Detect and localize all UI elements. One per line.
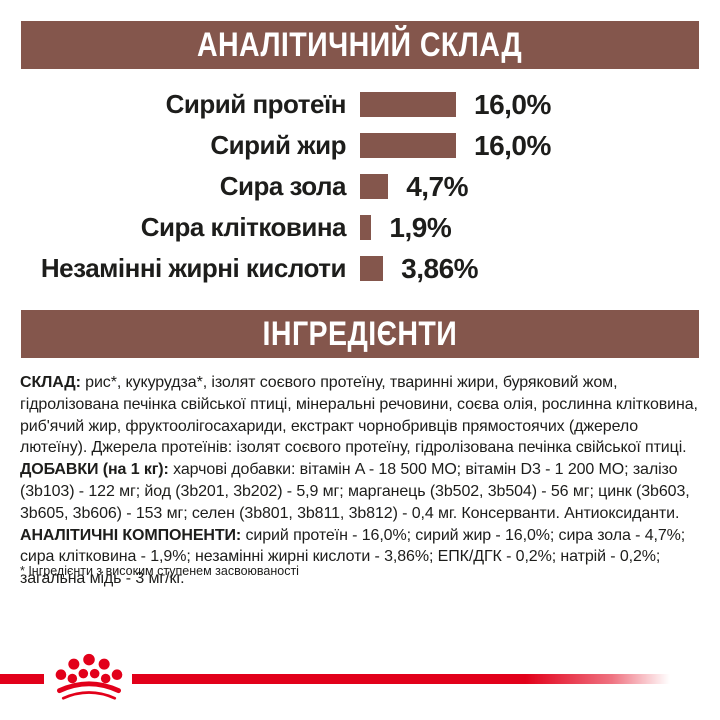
chart-row-bar bbox=[360, 215, 372, 240]
ingredients-title: ІНГРЕДІЄНТИ bbox=[262, 314, 458, 353]
ingredients-paragraph: СКЛАД: рис*, кукурудза*, ізолят соєвого … bbox=[20, 374, 698, 588]
chart-row-bar bbox=[360, 174, 389, 199]
ingredients-banner: ІНГРЕДІЄНТИ bbox=[21, 310, 699, 358]
chart-row-crude-ash: Сира зола 4,7% bbox=[0, 166, 720, 207]
chart-row-label: Сирий протеїн bbox=[165, 89, 347, 119]
chart-row-bar bbox=[360, 133, 456, 158]
chart-row-bar bbox=[360, 256, 384, 281]
ingredients-footnote: * Інгредієнти з високим ступенем засвоюв… bbox=[20, 564, 299, 578]
chart-row-bar bbox=[360, 92, 456, 117]
chart-row-label: Сирий жир bbox=[210, 130, 346, 160]
footer-red-stripe bbox=[0, 674, 720, 684]
chart-row-value: 16,0% bbox=[474, 88, 551, 120]
chart-row-crude-fibre: Сира клітковина 1,9% bbox=[0, 207, 720, 248]
chart-row-value: 1,9% bbox=[389, 211, 452, 243]
chart-row-crude-fat: Сирий жир 16,0% bbox=[0, 125, 720, 166]
chart-row-value: 16,0% bbox=[474, 129, 551, 161]
chart-row-label: Сира зола bbox=[219, 171, 347, 201]
chart-row-value: 3,86% bbox=[401, 252, 479, 284]
analytical-composition-banner: АНАЛІТИЧНИЙ СКЛАД bbox=[21, 21, 699, 69]
chart-row-value: 4,7% bbox=[406, 170, 469, 202]
chart-row-essential-fatty-acids: Незамінні жирні кислоти 3,86% bbox=[0, 248, 720, 289]
analytical-composition-title: АНАЛІТИЧНИЙ СКЛАД bbox=[197, 25, 523, 64]
chart-row-label: Сира клітковина bbox=[140, 212, 347, 242]
royal-canin-crown-icon bbox=[55, 653, 123, 700]
chart-row-crude-protein: Сирий протеїн 16,0% bbox=[0, 84, 720, 125]
analytical-composition-chart: Сирий протеїн 16,0% Сирий жир 16,0% Сира… bbox=[0, 84, 720, 289]
chart-row-label: Незамінні жирні кислоти bbox=[40, 253, 347, 283]
